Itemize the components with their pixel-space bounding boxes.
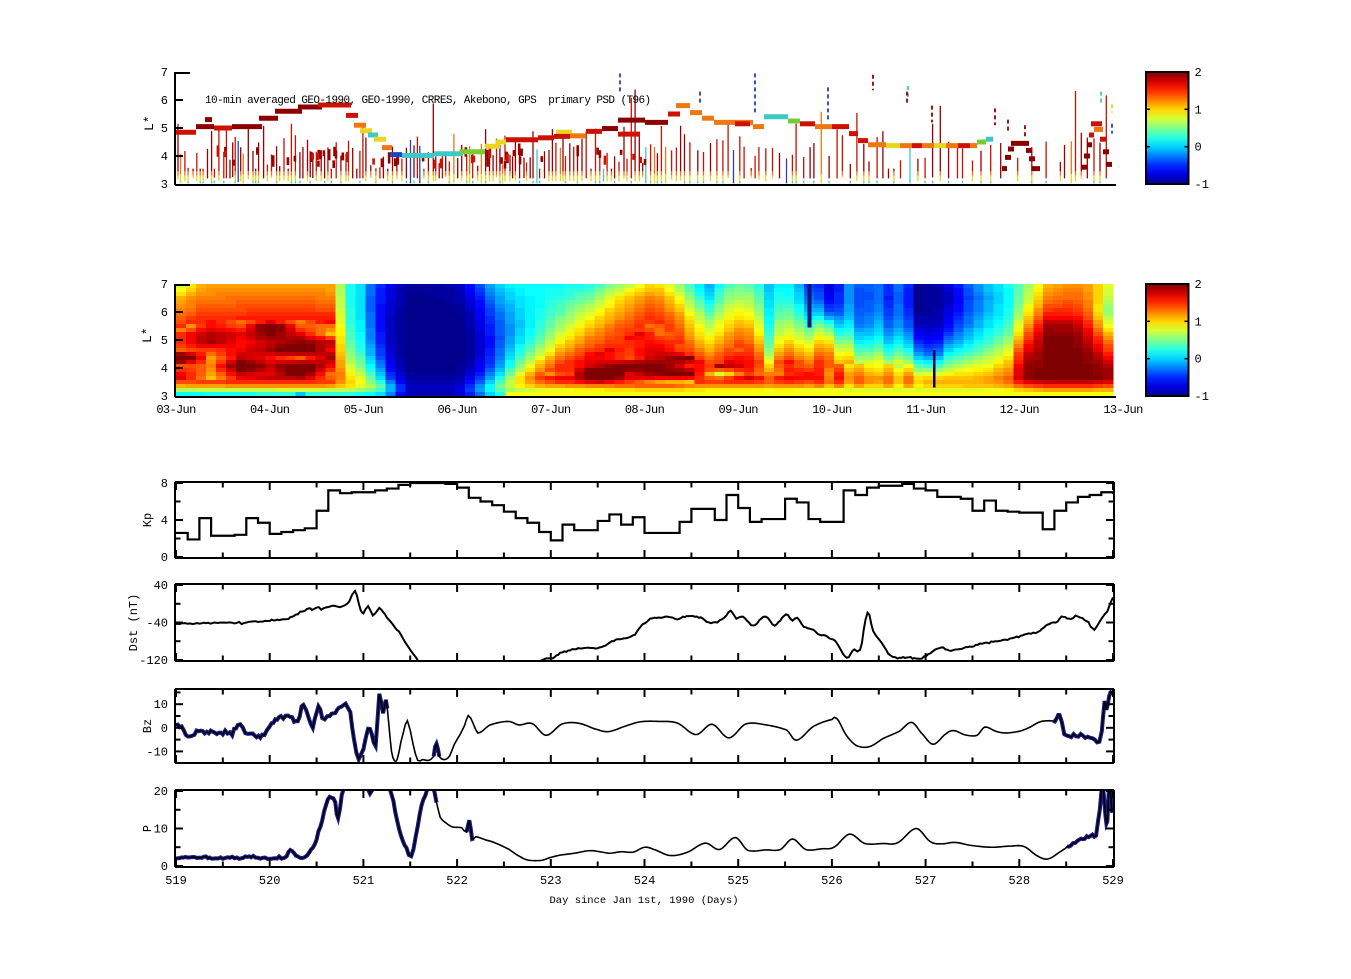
svg-text:Bz: Bz: [141, 719, 155, 733]
svg-text:Day since Jan 1st, 1990 (Days): Day since Jan 1st, 1990 (Days): [549, 895, 738, 907]
svg-text:6: 6: [161, 306, 168, 320]
svg-text:0: 0: [1195, 353, 1202, 367]
svg-text:-40: -40: [146, 617, 168, 631]
svg-text:5: 5: [161, 122, 168, 136]
svg-text:525: 525: [727, 874, 749, 888]
svg-text:0: 0: [161, 722, 168, 736]
svg-text:8: 8: [161, 477, 168, 491]
svg-text:09-Jun: 09-Jun: [719, 403, 759, 417]
svg-text:0: 0: [161, 551, 168, 565]
svg-text:Dst (nT): Dst (nT): [127, 594, 141, 652]
svg-text:4: 4: [161, 150, 168, 164]
svg-text:519: 519: [165, 874, 187, 888]
svg-text:523: 523: [540, 874, 562, 888]
svg-text:20: 20: [154, 785, 168, 799]
svg-text:-10: -10: [146, 745, 168, 759]
svg-text:6: 6: [161, 94, 168, 108]
svg-text:12-Jun: 12-Jun: [1000, 403, 1040, 417]
svg-text:0: 0: [1195, 141, 1202, 155]
svg-text:-1: -1: [1195, 390, 1209, 404]
svg-text:2: 2: [1195, 278, 1202, 292]
svg-text:Kp: Kp: [141, 513, 155, 527]
svg-text:7: 7: [161, 278, 168, 292]
svg-text:11-Jun: 11-Jun: [906, 403, 946, 417]
svg-text:13-Jun: 13-Jun: [1103, 403, 1143, 417]
svg-text:1: 1: [1195, 315, 1202, 329]
svg-text:06-Jun: 06-Jun: [437, 403, 477, 417]
svg-text:528: 528: [1008, 874, 1030, 888]
svg-text:7: 7: [161, 66, 168, 80]
svg-text:521: 521: [353, 874, 375, 888]
svg-text:4: 4: [161, 362, 168, 376]
svg-text:07-Jun: 07-Jun: [531, 403, 571, 417]
svg-text:527: 527: [915, 874, 937, 888]
svg-text:4: 4: [161, 514, 168, 528]
svg-text:04-Jun: 04-Jun: [250, 403, 290, 417]
svg-text:522: 522: [446, 874, 468, 888]
svg-text:3: 3: [161, 390, 168, 404]
svg-text:2: 2: [1195, 66, 1202, 80]
svg-text:-120: -120: [139, 654, 168, 668]
svg-text:524: 524: [634, 874, 656, 888]
svg-text:5: 5: [161, 334, 168, 348]
svg-text:08-Jun: 08-Jun: [625, 403, 665, 417]
svg-text:10-Jun: 10-Jun: [812, 403, 852, 417]
svg-text:L*: L*: [142, 115, 157, 131]
svg-text:L*: L*: [140, 327, 155, 343]
svg-text:40: 40: [154, 579, 168, 593]
svg-text:-1: -1: [1195, 178, 1209, 192]
svg-text:0: 0: [161, 860, 168, 874]
svg-text:10: 10: [154, 698, 168, 712]
svg-text:3: 3: [161, 178, 168, 192]
svg-text:10: 10: [154, 823, 168, 837]
svg-text:03-Jun: 03-Jun: [156, 403, 196, 417]
svg-text:10-min averaged GEO-1990, GEO-: 10-min averaged GEO-1990, GEO-1990, CRRE…: [205, 95, 651, 107]
svg-text:526: 526: [821, 874, 843, 888]
svg-text:05-Jun: 05-Jun: [344, 403, 384, 417]
svg-text:529: 529: [1102, 874, 1124, 888]
svg-text:1: 1: [1195, 103, 1202, 117]
svg-text:P: P: [141, 825, 155, 832]
svg-text:520: 520: [259, 874, 281, 888]
